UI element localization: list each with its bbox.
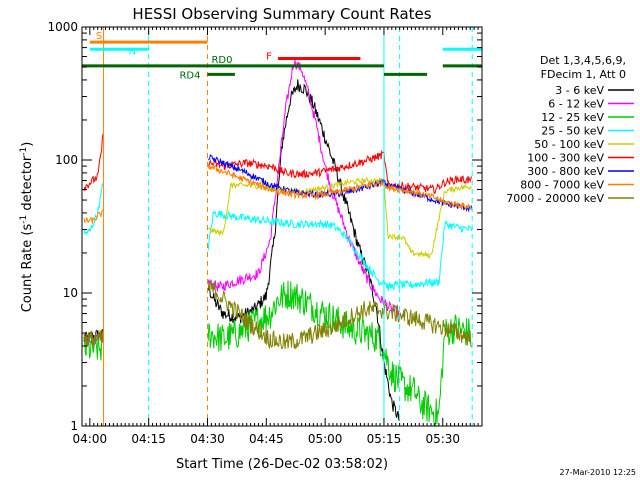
x-tick-label: 04:00 [73,432,108,446]
legend-entry-label: 100 - 300 keV [527,152,604,165]
y-axis-label-part: ) [20,142,35,147]
y-axis-label-part: detector [20,155,35,215]
series-line [83,163,472,224]
status-bar-label: N [129,46,136,57]
chart-title: HESSI Observing Summary Count Rates [132,5,431,23]
status-bar-label: S [96,31,102,42]
legend-entry-label: 12 - 25 keV [541,111,604,124]
legend-entry-label: 6 - 12 keV [548,98,604,111]
series-line [83,133,472,195]
series-line [83,182,472,292]
y-tick-label: 1 [70,419,78,433]
y-tick-label: 100 [55,153,78,167]
plot-annotation-layer: S N F RD0 RD4 [82,27,482,426]
legend-entry-label: 300 - 800 keV [527,165,604,178]
legend-entry-label: 800 - 7000 keV [520,179,604,192]
x-tick-label: 05:30 [425,432,460,446]
y-tick-label: 10 [63,286,78,300]
status-bar-label: RD4 [179,70,200,81]
legend-entry-label: 50 - 100 keV [534,138,604,151]
legend: Det 1,3,4,5,6,9,FDecim 1, Att 0 3 - 6 keV… [506,54,634,205]
x-tick-label: 04:15 [131,432,166,446]
x-tick-label: 05:15 [367,432,402,446]
legend-header: FDecim 1, Att 0 [541,68,626,81]
status-bar-label: F [266,51,272,62]
status-bar-label: RD0 [211,55,232,66]
x-tick-label: 04:45 [249,432,284,446]
footer-timestamp: 27-Mar-2010 12:25 [560,468,637,477]
series-line [207,154,473,213]
y-axis-label-sup: -1 [19,147,29,156]
plot-series-layer [83,59,473,428]
legend-entry-label: 3 - 6 keV [555,84,604,97]
x-tick-label: 04:30 [190,432,225,446]
legend-header: Det 1,3,4,5,6,9, [540,54,626,67]
series-line [83,280,472,350]
x-axis-label: Start Time (26-Dec-02 03:58:02) [176,457,388,472]
series-line [208,176,472,260]
y-axis-label-sup: -1 [19,215,29,224]
y-axis-label-part: Count Rate (s [20,224,35,313]
series-line [83,79,400,421]
plot-frame [81,26,483,427]
series-line [83,59,400,346]
legend-entry-label: 7000 - 20000 keV [506,192,604,205]
x-tick-label: 05:00 [308,432,343,446]
legend-entry-label: 25 - 50 keV [541,125,604,138]
y-tick-label: 1000 [47,20,78,34]
axes-layer: 1 10 100 1000 04:00 04:15 04:30 04:45 05:00 05:15… [47,20,483,446]
y-axis-label: Count Rate (s-1 detector-1) [19,142,35,313]
series-line [83,280,471,428]
